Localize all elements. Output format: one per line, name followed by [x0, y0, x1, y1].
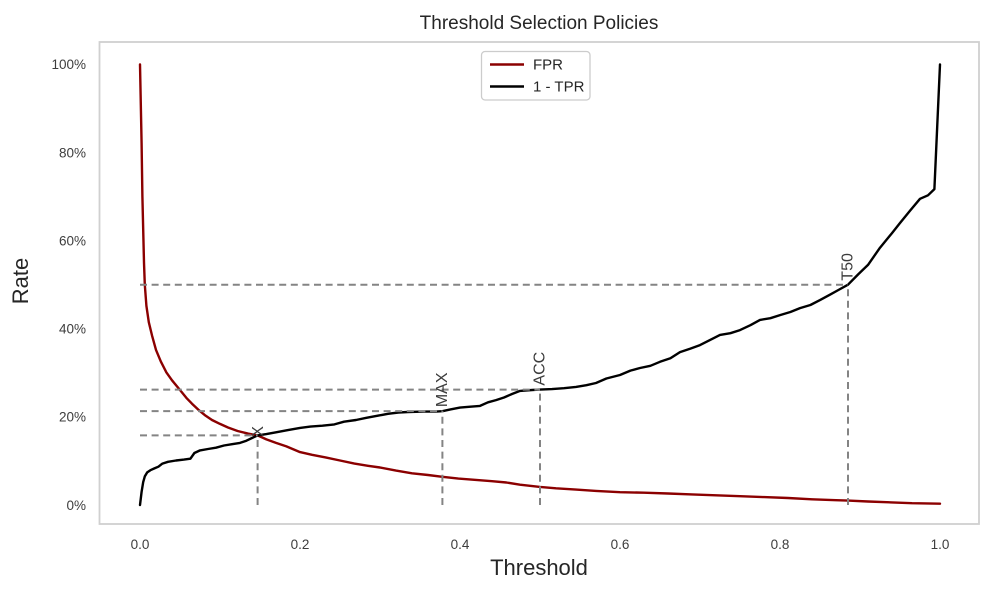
- y-tick-label: 60%: [59, 233, 86, 248]
- legend-label-one-minus-tpr: 1 - TPR: [533, 79, 585, 96]
- guide-lines-layer: [140, 283, 849, 505]
- one-minus-tpr-curve: [138, 63, 942, 507]
- y-tick-label: 100%: [51, 57, 86, 72]
- y-tick-label: 40%: [59, 322, 86, 337]
- series-layer: [138, 63, 942, 507]
- policy-labels-layer: X MAX ACC T50: [250, 253, 856, 437]
- policy-label-max: MAX: [434, 372, 451, 407]
- x-axis-label: Threshold: [490, 555, 588, 580]
- x-tick-label: 0.4: [451, 537, 470, 552]
- policy-label-x: X: [250, 426, 267, 437]
- fpr-curve: [138, 63, 942, 505]
- x-tick-label: 0.8: [771, 537, 790, 552]
- y-tick-label: 80%: [59, 145, 86, 160]
- y-tick-label: 0%: [66, 498, 86, 513]
- chart-title: Threshold Selection Policies: [420, 13, 659, 34]
- policy-label-t50: T50: [840, 253, 857, 281]
- legend-label-fpr: FPR: [533, 57, 563, 74]
- policy-label-acc: ACC: [532, 352, 549, 386]
- plot-area-border: [98, 41, 980, 525]
- x-tick-label: 0.2: [291, 537, 310, 552]
- x-tick-label: 0.0: [131, 537, 150, 552]
- x-axis-ticks: 0.0 0.2 0.4 0.6 0.8 1.0: [131, 537, 950, 552]
- x-tick-label: 0.6: [611, 537, 630, 552]
- x-tick-label: 1.0: [931, 537, 950, 552]
- y-axis-ticks: 0% 20% 40% 60% 80% 100%: [51, 57, 86, 513]
- legend: FPR 1 - TPR: [480, 50, 591, 101]
- y-axis-label: Rate: [8, 258, 33, 304]
- y-tick-label: 20%: [59, 410, 86, 425]
